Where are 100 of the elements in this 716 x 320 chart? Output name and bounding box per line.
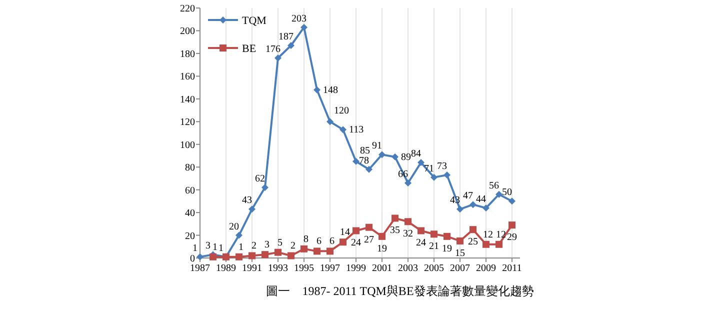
y-tick-label: 0 xyxy=(190,254,195,264)
data-label: 89 xyxy=(401,152,411,163)
point xyxy=(274,248,282,256)
data-label: 2 xyxy=(290,240,296,252)
point xyxy=(378,151,386,158)
x-tick-label: 1995 xyxy=(294,263,314,274)
data-label: 120 xyxy=(334,106,349,117)
point xyxy=(352,158,360,165)
text: 圖一 1987- 2011 TQM與BE發表論著數量變化趨勢 xyxy=(266,284,534,298)
point xyxy=(288,252,294,260)
point xyxy=(300,245,308,252)
point xyxy=(404,218,412,226)
point xyxy=(340,126,346,134)
x-tick-label: 2003 xyxy=(398,263,418,274)
data-label: 91 xyxy=(372,140,382,152)
y-tick-label: 60 xyxy=(185,185,195,196)
point xyxy=(430,230,438,238)
point xyxy=(352,227,360,234)
point xyxy=(236,253,242,260)
x-tick-label: 1993 xyxy=(268,263,288,274)
data-label: 50 xyxy=(502,187,512,198)
point xyxy=(456,206,464,213)
data-label: 148 xyxy=(323,84,338,96)
point xyxy=(418,159,424,166)
point xyxy=(482,240,490,248)
data-label: 3 xyxy=(264,240,270,251)
y-tick-label: 120 xyxy=(180,117,195,128)
point xyxy=(366,224,372,231)
legend-label: TQM xyxy=(242,15,267,27)
data-label: 6 xyxy=(330,236,334,248)
point xyxy=(366,166,372,173)
point xyxy=(340,238,346,246)
data-label: 78 xyxy=(359,155,369,166)
data-label: 14 xyxy=(340,227,350,238)
data-label: 1 xyxy=(218,242,224,254)
point xyxy=(314,86,320,94)
data-label: 6 xyxy=(316,236,322,248)
y-tick-label: 40 xyxy=(185,208,195,220)
data-label: 43 xyxy=(242,195,252,206)
data-label: 27 xyxy=(364,234,374,246)
point xyxy=(274,54,282,62)
data-label: 176 xyxy=(266,44,280,55)
x-tick-label: 2011 xyxy=(502,263,522,274)
point xyxy=(326,248,334,255)
data-label: 203 xyxy=(292,13,306,24)
data-label: 47 xyxy=(463,190,473,202)
point xyxy=(430,174,438,181)
point xyxy=(508,198,516,205)
point xyxy=(236,232,242,239)
data-label: 1 xyxy=(212,242,218,253)
data-label: 2 xyxy=(252,240,256,252)
data-label: 24 xyxy=(416,238,426,249)
point xyxy=(248,252,256,260)
point xyxy=(418,227,424,234)
point xyxy=(404,180,412,186)
point xyxy=(482,204,490,212)
y-tick-label: 160 xyxy=(180,72,195,83)
y-tick-label: 20 xyxy=(185,230,195,242)
data-label: 12 xyxy=(496,229,506,240)
data-label: 187 xyxy=(278,32,294,42)
point xyxy=(392,214,398,222)
point xyxy=(288,42,294,49)
point xyxy=(262,184,268,192)
y-tick-label: 220 xyxy=(180,4,195,14)
point xyxy=(444,232,450,240)
data-label: 3 xyxy=(206,240,210,252)
x-tick-label: 2009 xyxy=(476,263,496,274)
point xyxy=(326,118,334,126)
x-tick-label: 1989 xyxy=(216,263,236,274)
data-label: 44 xyxy=(476,194,486,205)
data-label: 113 xyxy=(349,124,364,136)
x-tick-label: 1987 xyxy=(190,263,210,274)
data-label: 5 xyxy=(278,237,282,248)
point xyxy=(456,237,464,244)
data-label: 8 xyxy=(304,234,308,245)
point xyxy=(496,240,502,248)
data-label: 24 xyxy=(351,238,361,249)
point xyxy=(300,24,308,31)
data-label: 15 xyxy=(455,248,465,259)
data-label: 20 xyxy=(229,221,239,232)
point xyxy=(378,232,386,240)
x-tick-label: 2005 xyxy=(424,263,444,274)
data-label: 12 xyxy=(483,229,493,240)
y-tick-label: 180 xyxy=(180,48,195,60)
point xyxy=(496,190,502,198)
x-tick-label: 1997 xyxy=(320,263,340,274)
data-label: 19 xyxy=(377,243,387,254)
data-label: 85 xyxy=(360,145,370,156)
data-label: 62 xyxy=(255,174,265,185)
x-tick-label: 1991 xyxy=(242,263,262,274)
data-label: 1 xyxy=(238,242,244,253)
data-label: 73 xyxy=(437,161,447,172)
y-tick-label: 100 xyxy=(180,140,195,151)
point xyxy=(508,222,516,229)
y-tick-label: 80 xyxy=(185,162,195,174)
data-label: 32 xyxy=(403,228,413,240)
y-tick-label: 140 xyxy=(180,94,195,106)
data-label: 35 xyxy=(390,225,400,236)
data-label: 19 xyxy=(442,243,452,254)
data-label: 29 xyxy=(507,232,517,244)
